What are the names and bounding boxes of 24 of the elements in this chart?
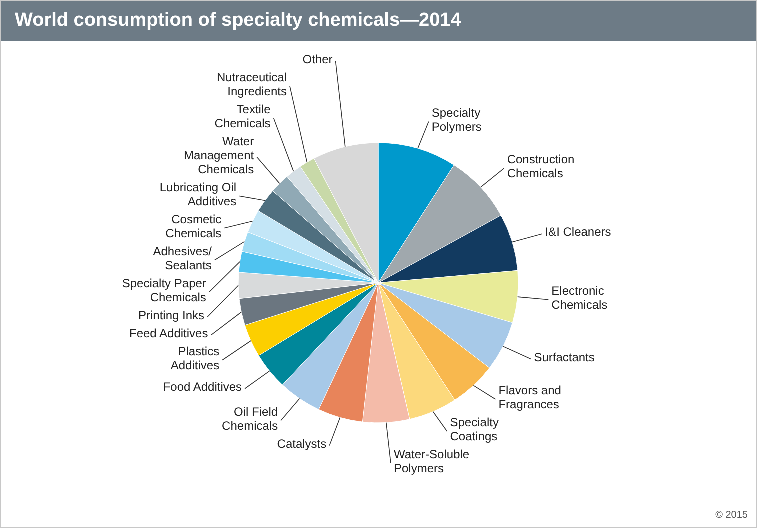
slice-label: I&I Cleaners [545,225,612,240]
slice-label: Nutraceutical Ingredients [216,70,287,98]
slice-label: Other [302,52,333,66]
slice-label: Water-Soluble Polymers [394,448,470,476]
slice-label: Cosmetic Chemicals [166,212,222,240]
slice-label: Flavors and Fragrances [498,384,562,412]
slice-label: Printing Inks [138,308,205,322]
slice-label: Plastics Additives [170,344,220,372]
slice-label: Specialty Polymers [432,106,482,134]
slice-label: Lubricating Oil Additives [160,180,237,208]
text: © 2015 [716,510,748,521]
slice-label: Construction Chemicals [507,152,575,180]
slice-label: Specialty Paper Chemicals [122,276,206,304]
slice-label: Electronic Chemicals [552,284,608,312]
chart-title: World consumption of specialty chemicals—2014 [1,1,756,41]
slice-label: Textile Chemicals [214,102,272,130]
slice-label: Food Additives [163,380,242,394]
slice-label: Water Management Chemicals [184,134,255,176]
slice-label: Adhesives/ Sealants [153,244,213,272]
slice-label: Surfactants [534,350,595,364]
slice-label: Feed Additives [129,326,208,340]
slice-label: Oil Field Chemicals [222,404,278,433]
slice-label: Catalysts [277,436,327,451]
slice-label: Specialty Coatings [450,416,499,444]
